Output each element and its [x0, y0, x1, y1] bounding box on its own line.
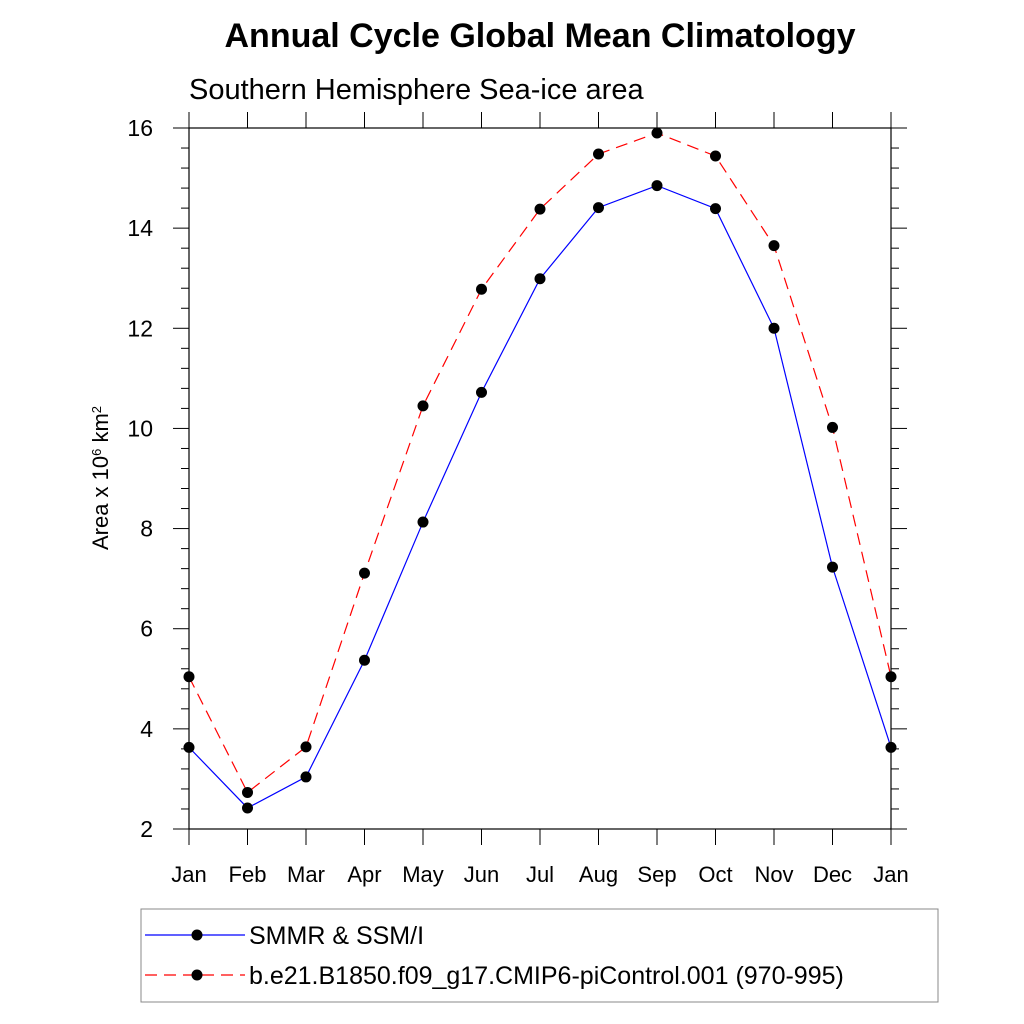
x-axis: Jan Feb Mar Apr May Jun Jul Aug Sep Oct Nov Dec Jan: [171, 112, 909, 887]
x-tick-label: May: [402, 862, 444, 887]
y-axis-label-prefix: Area x 10: [88, 456, 113, 550]
y-tick-label: 8: [140, 516, 153, 542]
x-tick-label: Apr: [347, 862, 381, 887]
series-layer: [183, 127, 897, 814]
x-tick-label: Oct: [698, 862, 732, 887]
y-tick-label: 16: [127, 115, 153, 141]
series-1: [183, 127, 897, 798]
x-tick-label: Mar: [287, 862, 325, 887]
data-point: [534, 203, 546, 215]
y-tick-label: 14: [127, 215, 153, 241]
x-tick-label: Aug: [579, 862, 618, 887]
data-point: [242, 786, 253, 798]
data-point: [183, 741, 195, 753]
plot-frame: [188, 127, 892, 830]
data-point: [534, 273, 546, 285]
y-tick-label: 2: [140, 816, 153, 842]
legend: SMMR & SSM/I b.e21.B1850.f09_g17.CMIP6-pi…: [140, 908, 939, 1003]
series-0: [183, 180, 897, 814]
data-point: [417, 516, 429, 528]
x-tick-label: Sep: [637, 862, 676, 887]
y-axis-label-unit-exponent: 2: [89, 406, 104, 413]
data-point: [651, 127, 663, 139]
data-point: [593, 202, 604, 214]
data-point: [593, 148, 604, 160]
chart-subtitle: Southern Hemisphere Sea-ice area: [189, 74, 644, 106]
data-point: [768, 240, 780, 252]
data-point: [359, 654, 370, 666]
data-point: [710, 150, 721, 162]
legend-entries: SMMR & SSM/I b.e21.B1850.f09_g17.CMIP6-pi…: [145, 922, 844, 990]
x-tick-label: Jul: [526, 862, 554, 887]
data-point: [242, 802, 253, 814]
data-point: [183, 671, 195, 683]
y-axis-label-unit: km: [88, 413, 113, 448]
x-tick-label: Jun: [464, 862, 499, 887]
data-point: [476, 386, 487, 398]
data-point: [651, 180, 663, 192]
data-point: [417, 400, 429, 412]
y-axis: 2 4 6 8 10 12 14 16: [127, 115, 907, 842]
series-line: [188, 132, 892, 794]
data-point: [710, 203, 721, 215]
data-point: [885, 671, 897, 683]
legend-marker: [191, 969, 203, 981]
y-axis-label-exponent: 6: [89, 449, 104, 456]
legend-marker: [191, 929, 203, 941]
y-tick-label: 10: [127, 415, 153, 441]
x-tick-label: Nov: [754, 862, 793, 887]
data-point: [359, 567, 370, 579]
y-tick-label: 6: [140, 616, 153, 642]
data-point: [827, 421, 838, 433]
data-point: [768, 322, 780, 334]
data-point: [300, 771, 312, 783]
y-axis-label: Area x 106 km2: [88, 406, 113, 550]
data-point: [885, 741, 897, 753]
x-tick-label: Jan: [171, 862, 206, 887]
legend-label: SMMR & SSM/I: [249, 922, 424, 950]
legend-box: [140, 908, 939, 1003]
data-point: [827, 561, 838, 573]
chart-title: Annual Cycle Global Mean Climatology: [225, 17, 856, 55]
x-tick-label: Jan: [873, 862, 908, 887]
data-point: [476, 283, 487, 295]
x-tick-label: Dec: [813, 862, 852, 887]
y-tick-label: 12: [127, 315, 153, 341]
legend-label: b.e21.B1850.f09_g17.CMIP6-piControl.001 …: [249, 962, 844, 990]
x-tick-label: Feb: [229, 862, 267, 887]
y-tick-label: 4: [140, 716, 153, 742]
data-point: [300, 741, 312, 753]
